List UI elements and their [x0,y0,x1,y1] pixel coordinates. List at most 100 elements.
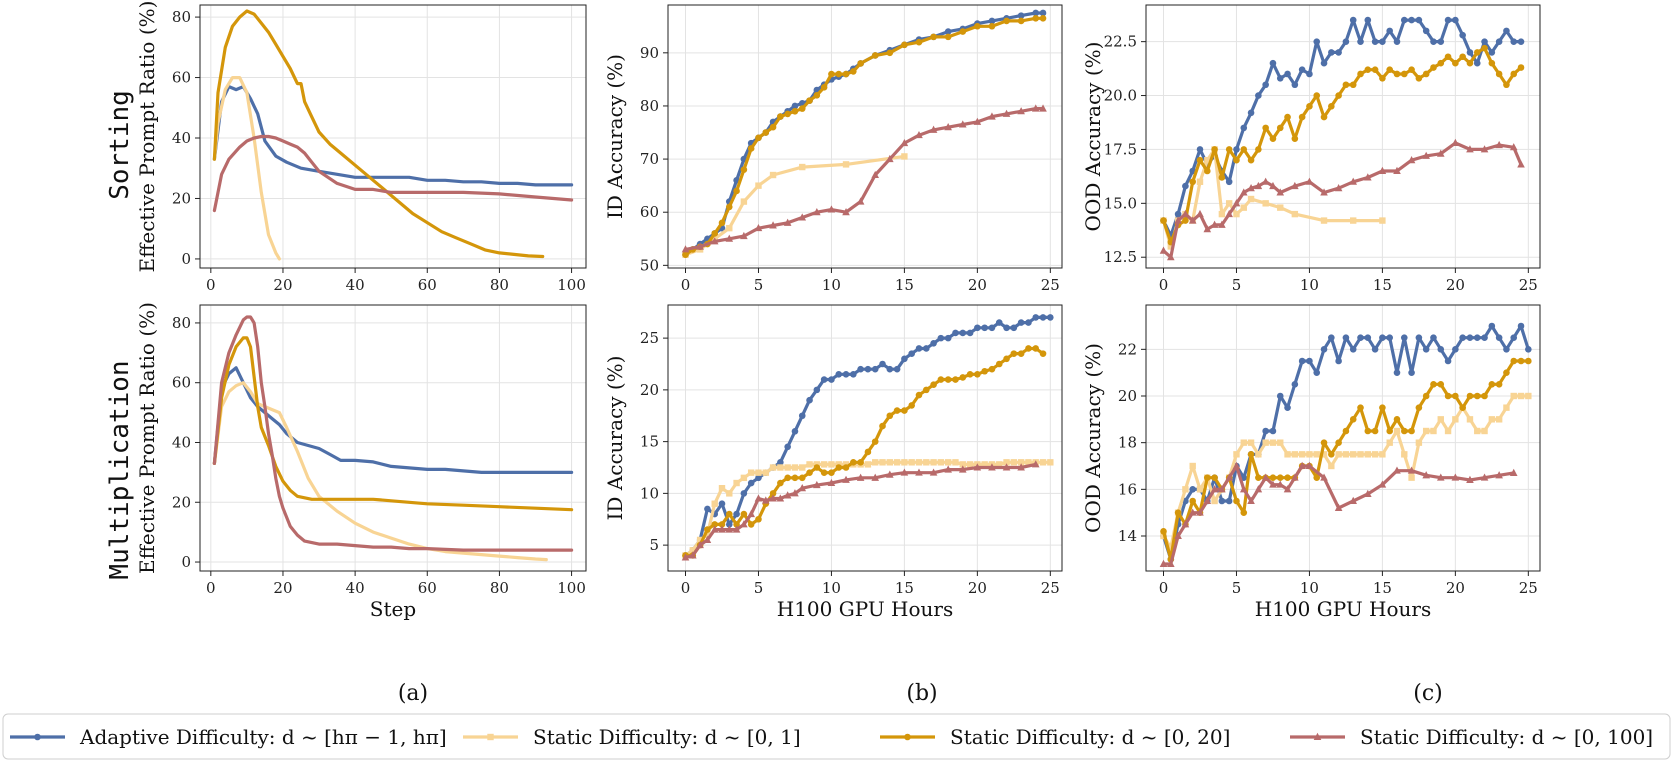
data-point-static020 [813,464,821,471]
data-point-static020 [1203,167,1211,175]
data-point-static020 [1032,14,1040,22]
data-point-adaptive [1276,392,1284,400]
data-point-static020 [762,129,770,136]
data-point-static0100 [1232,199,1241,207]
data-point-adaptive [1284,70,1291,78]
data-point-adaptive [791,427,799,435]
data-point-static020 [1010,350,1018,357]
series-group [681,9,1047,259]
data-point-static020 [1003,17,1010,25]
data-point-static020 [1233,497,1240,505]
data-point-static020 [1349,416,1357,423]
data-point-static020 [871,438,879,445]
data-point-adaptive [1437,346,1445,353]
data-point-static01 [1182,486,1189,493]
data-point-static020 [1189,178,1196,186]
data-point-adaptive [747,479,755,487]
data-point-static020 [1371,427,1379,435]
y-tick-label: 10 [640,484,659,502]
x-tick-label: 25 [1041,579,1060,597]
y-tick-label: 18 [1118,434,1137,452]
data-point-static0100 [1466,475,1474,483]
data-point-static020 [1415,74,1423,82]
data-point-adaptive [1320,346,1328,353]
data-point-static020 [740,166,748,174]
data-point-static020 [988,365,996,373]
data-point-static01 [1167,243,1175,250]
data-point-static0100 [1188,508,1197,516]
data-point-static0100 [1393,166,1401,174]
y-axis-label: OOD Accuracy (%) [1081,42,1105,232]
data-point-static01 [1306,451,1313,458]
data-point-static0100 [747,509,755,518]
data-point-static0100 [769,221,777,229]
data-point-adaptive [1400,16,1408,24]
y-tick-label: 20 [1118,387,1137,405]
data-point-static01 [1422,427,1430,435]
x-tick-label: 0 [1159,276,1169,294]
data-point-static0100 [1261,473,1270,481]
data-point-static020 [864,448,872,456]
data-point-static020 [718,521,726,528]
data-point-static01 [1010,459,1018,466]
data-point-static0100 [1334,184,1343,192]
data-point-adaptive [1320,59,1328,67]
data-point-static020 [1444,53,1452,61]
data-point-adaptive [1313,369,1321,376]
data-point-adaptive [1510,334,1518,341]
data-point-adaptive [1017,12,1025,19]
data-point-adaptive [1481,334,1488,341]
data-point-adaptive [755,474,762,482]
data-point-static0100 [1218,220,1226,228]
data-point-static020 [1466,392,1474,400]
data-point-static01 [1189,462,1196,470]
x-tick-label: 0 [206,579,216,597]
y-tick-label: 60 [172,69,191,87]
data-point-static020 [1342,427,1350,435]
data-point-static01 [1277,204,1284,211]
chart-mult-ood: 0 5 10 15 20 25 14 16 18 20 22 OOD Accuracy (%) H100… [1081,304,1541,621]
data-point-static01 [1444,427,1452,435]
data-point-static020 [1233,156,1240,164]
data-point-adaptive [1032,314,1040,321]
data-point-adaptive [1386,334,1393,341]
data-point-adaptive [988,324,996,332]
data-point-static020 [769,123,777,131]
data-point-static020 [988,22,996,30]
x-tick-label: 60 [418,579,437,597]
data-point-static020 [1211,146,1218,153]
data-point-static0100 [813,480,821,489]
legend-label: Adaptive Difficulty: d ~ [hπ − 1, hπ] [79,725,447,749]
y-axis-label: ID Accuracy (%) [603,356,627,521]
chart-mult-epr: 0 20 40 60 80 100 0 20 40 60 80 Effective Prompt Ra… [135,302,587,621]
data-point-static020 [1386,66,1393,73]
data-point-static0100 [1480,145,1489,153]
data-point-static020 [871,52,879,59]
data-point-static0100 [681,245,690,253]
data-point-static0100 [1181,520,1190,528]
data-point-adaptive [784,443,791,451]
data-point-adaptive [1328,334,1335,341]
data-point-static020 [1196,156,1204,164]
data-point-static0100 [710,525,719,533]
y-tick-label: 40 [172,433,191,451]
data-point-static0100 [1002,463,1011,471]
data-point-static01 [1401,451,1408,458]
data-point-static020 [842,464,850,471]
data-point-adaptive [1335,49,1342,56]
x-tick-label: 0 [681,276,691,294]
data-point-static020 [995,360,1003,368]
data-point-static01 [820,461,828,468]
data-point-adaptive [1422,27,1430,35]
x-tick-label: 80 [490,579,509,597]
data-point-static020 [879,422,886,430]
data-point-adaptive [1349,16,1357,24]
legend-frame [2,713,1671,760]
data-point-static01 [740,474,748,482]
data-point-static0100 [754,223,763,232]
data-point-static020 [1430,381,1437,388]
data-point-static01 [1233,210,1240,218]
data-point-static01 [791,464,799,471]
data-point-static020 [777,113,784,120]
data-point-static020 [959,28,967,35]
